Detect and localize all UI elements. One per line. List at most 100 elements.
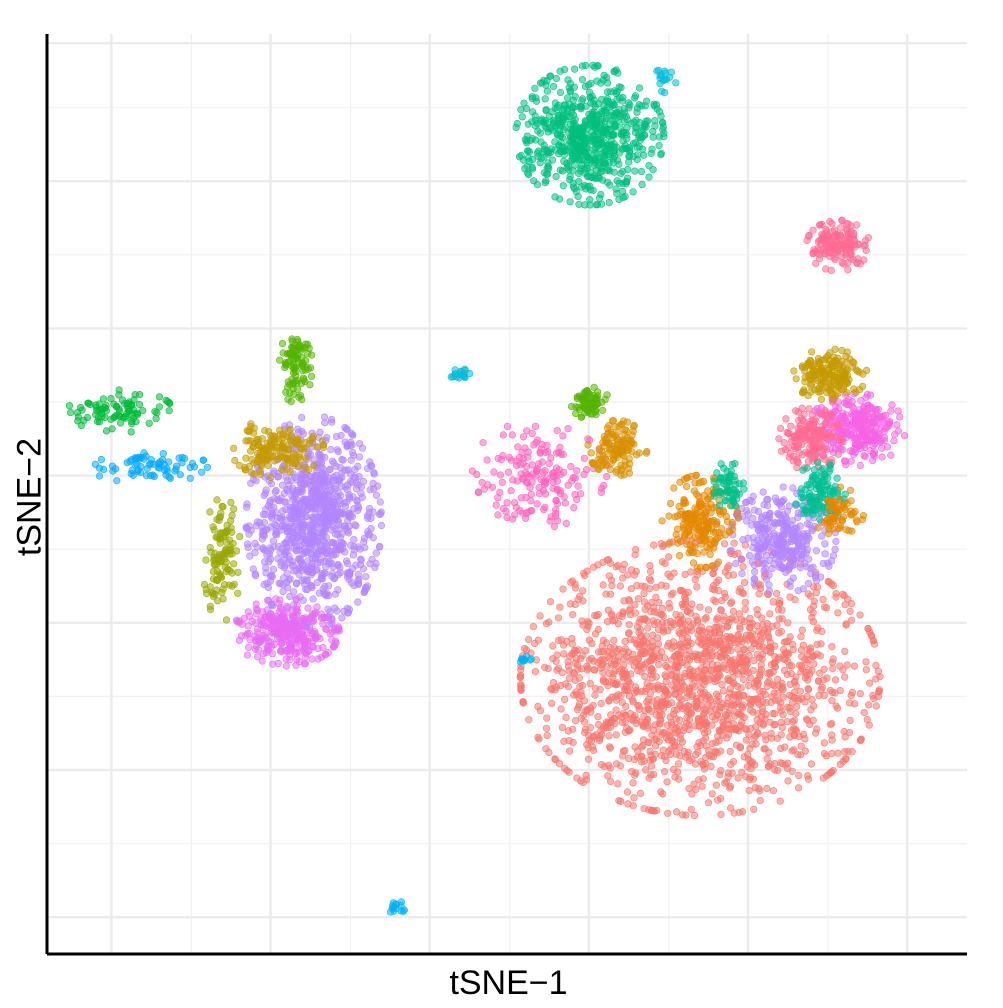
data-point-cluster-2 — [353, 562, 360, 569]
data-point-cluster-3 — [795, 514, 802, 521]
data-point-cluster-7 — [523, 463, 530, 470]
data-point-cluster-0 — [863, 666, 870, 673]
data-point-cluster-2 — [355, 577, 362, 584]
data-point-cluster-2 — [279, 482, 286, 489]
data-point-cluster-0 — [586, 637, 593, 644]
data-point-cluster-0 — [771, 660, 778, 667]
data-point-cluster-0 — [716, 738, 723, 745]
data-point-cluster-2 — [346, 569, 353, 576]
data-point-cluster-7 — [532, 423, 539, 430]
data-point-cluster-0 — [595, 626, 602, 633]
data-point-cluster-0 — [557, 604, 564, 611]
data-point-cluster-7 — [508, 487, 515, 494]
data-point-cluster-9 — [832, 392, 839, 399]
data-point-cluster-1 — [582, 121, 589, 128]
data-point-cluster-7 — [541, 481, 548, 488]
data-point-cluster-2 — [267, 497, 274, 504]
data-point-cluster-0 — [700, 776, 707, 783]
data-point-cluster-1 — [581, 202, 588, 209]
data-point-cluster-0 — [751, 735, 758, 742]
data-point-cluster-7 — [585, 436, 592, 443]
data-point-cluster-0 — [766, 644, 773, 651]
data-point-cluster-0 — [764, 756, 771, 763]
data-point-cluster-0 — [757, 669, 764, 676]
data-point-cluster-8 — [817, 433, 824, 440]
data-point-cluster-0 — [818, 686, 825, 693]
data-point-cluster-0 — [857, 690, 864, 697]
data-point-cluster-4 — [278, 627, 285, 634]
data-point-cluster-4 — [296, 649, 303, 656]
data-point-cluster-0 — [784, 718, 791, 725]
data-point-cluster-4 — [273, 613, 280, 620]
data-point-cluster-0 — [578, 666, 585, 673]
data-point-cluster-4 — [290, 625, 297, 632]
data-point-cluster-0 — [550, 643, 557, 650]
data-point-cluster-0 — [662, 753, 669, 760]
data-point-cluster-0 — [661, 768, 668, 775]
data-point-cluster-1 — [572, 93, 579, 100]
data-point-cluster-1 — [564, 95, 571, 102]
data-point-cluster-0 — [678, 697, 685, 704]
data-point-cluster-7 — [523, 428, 530, 435]
data-point-cluster-1 — [640, 152, 647, 159]
data-point-cluster-0 — [740, 590, 747, 597]
data-point-cluster-4 — [254, 607, 261, 614]
data-point-cluster-0 — [673, 751, 680, 758]
data-point-cluster-1 — [590, 121, 597, 128]
data-point-cluster-0 — [638, 719, 645, 726]
data-point-cluster-0 — [773, 590, 780, 597]
data-point-cluster-0 — [703, 629, 710, 636]
data-point-cluster-4 — [319, 621, 326, 628]
data-point-cluster-0 — [675, 761, 682, 768]
data-point-cluster-4 — [310, 643, 317, 650]
data-point-cluster-5 — [861, 442, 868, 449]
data-point-cluster-2 — [366, 505, 373, 512]
data-point-cluster-0 — [702, 649, 709, 656]
data-point-cluster-0 — [829, 665, 836, 672]
data-point-cluster-8 — [810, 449, 817, 456]
data-point-cluster-2 — [243, 524, 250, 531]
data-point-cluster-0 — [590, 733, 597, 740]
data-point-cluster-7 — [563, 520, 570, 527]
data-point-cluster-0 — [635, 595, 642, 602]
data-point-cluster-0 — [670, 766, 677, 773]
data-point-cluster-7 — [480, 439, 487, 446]
data-point-cluster-0 — [727, 783, 734, 790]
data-point-cluster-6 — [817, 222, 824, 229]
data-point-cluster-3 — [760, 489, 767, 496]
data-point-cluster-0 — [655, 686, 662, 693]
data-point-cluster-1 — [608, 109, 615, 116]
data-point-cluster-0 — [672, 653, 679, 660]
data-point-cluster-0 — [679, 659, 686, 666]
data-point-cluster-8 — [805, 458, 812, 465]
data-point-cluster-0 — [541, 664, 548, 671]
data-point-cluster-0 — [851, 701, 858, 708]
data-point-cluster-9 — [808, 349, 815, 356]
data-point-cluster-0 — [729, 668, 736, 675]
data-point-cluster-6 — [837, 234, 844, 241]
data-point-cluster-0 — [810, 603, 817, 610]
data-point-cluster-0 — [659, 712, 666, 719]
data-point-cluster-0 — [654, 635, 661, 642]
data-point-cluster-5 — [869, 457, 876, 464]
data-point-cluster-4 — [288, 640, 295, 647]
data-point-cluster-0 — [808, 761, 815, 768]
data-point-cluster-0 — [681, 704, 688, 711]
data-point-cluster-5 — [850, 426, 857, 433]
data-point-cluster-0 — [741, 579, 748, 586]
data-point-cluster-4 — [284, 603, 291, 610]
data-point-cluster-10 — [246, 463, 253, 470]
data-point-cluster-0 — [658, 611, 665, 618]
data-point-cluster-0 — [725, 710, 732, 717]
data-point-cluster-2 — [319, 572, 326, 579]
data-point-cluster-0 — [709, 586, 716, 593]
data-point-cluster-1 — [620, 194, 627, 201]
data-point-cluster-1 — [658, 113, 665, 120]
data-point-cluster-6 — [819, 231, 826, 238]
data-point-cluster-7 — [553, 465, 560, 472]
data-point-cluster-0 — [701, 706, 708, 713]
data-point-cluster-0 — [738, 685, 745, 692]
data-point-cluster-1 — [529, 109, 536, 116]
data-point-cluster-7 — [574, 467, 581, 474]
data-point-cluster-2 — [333, 546, 340, 553]
